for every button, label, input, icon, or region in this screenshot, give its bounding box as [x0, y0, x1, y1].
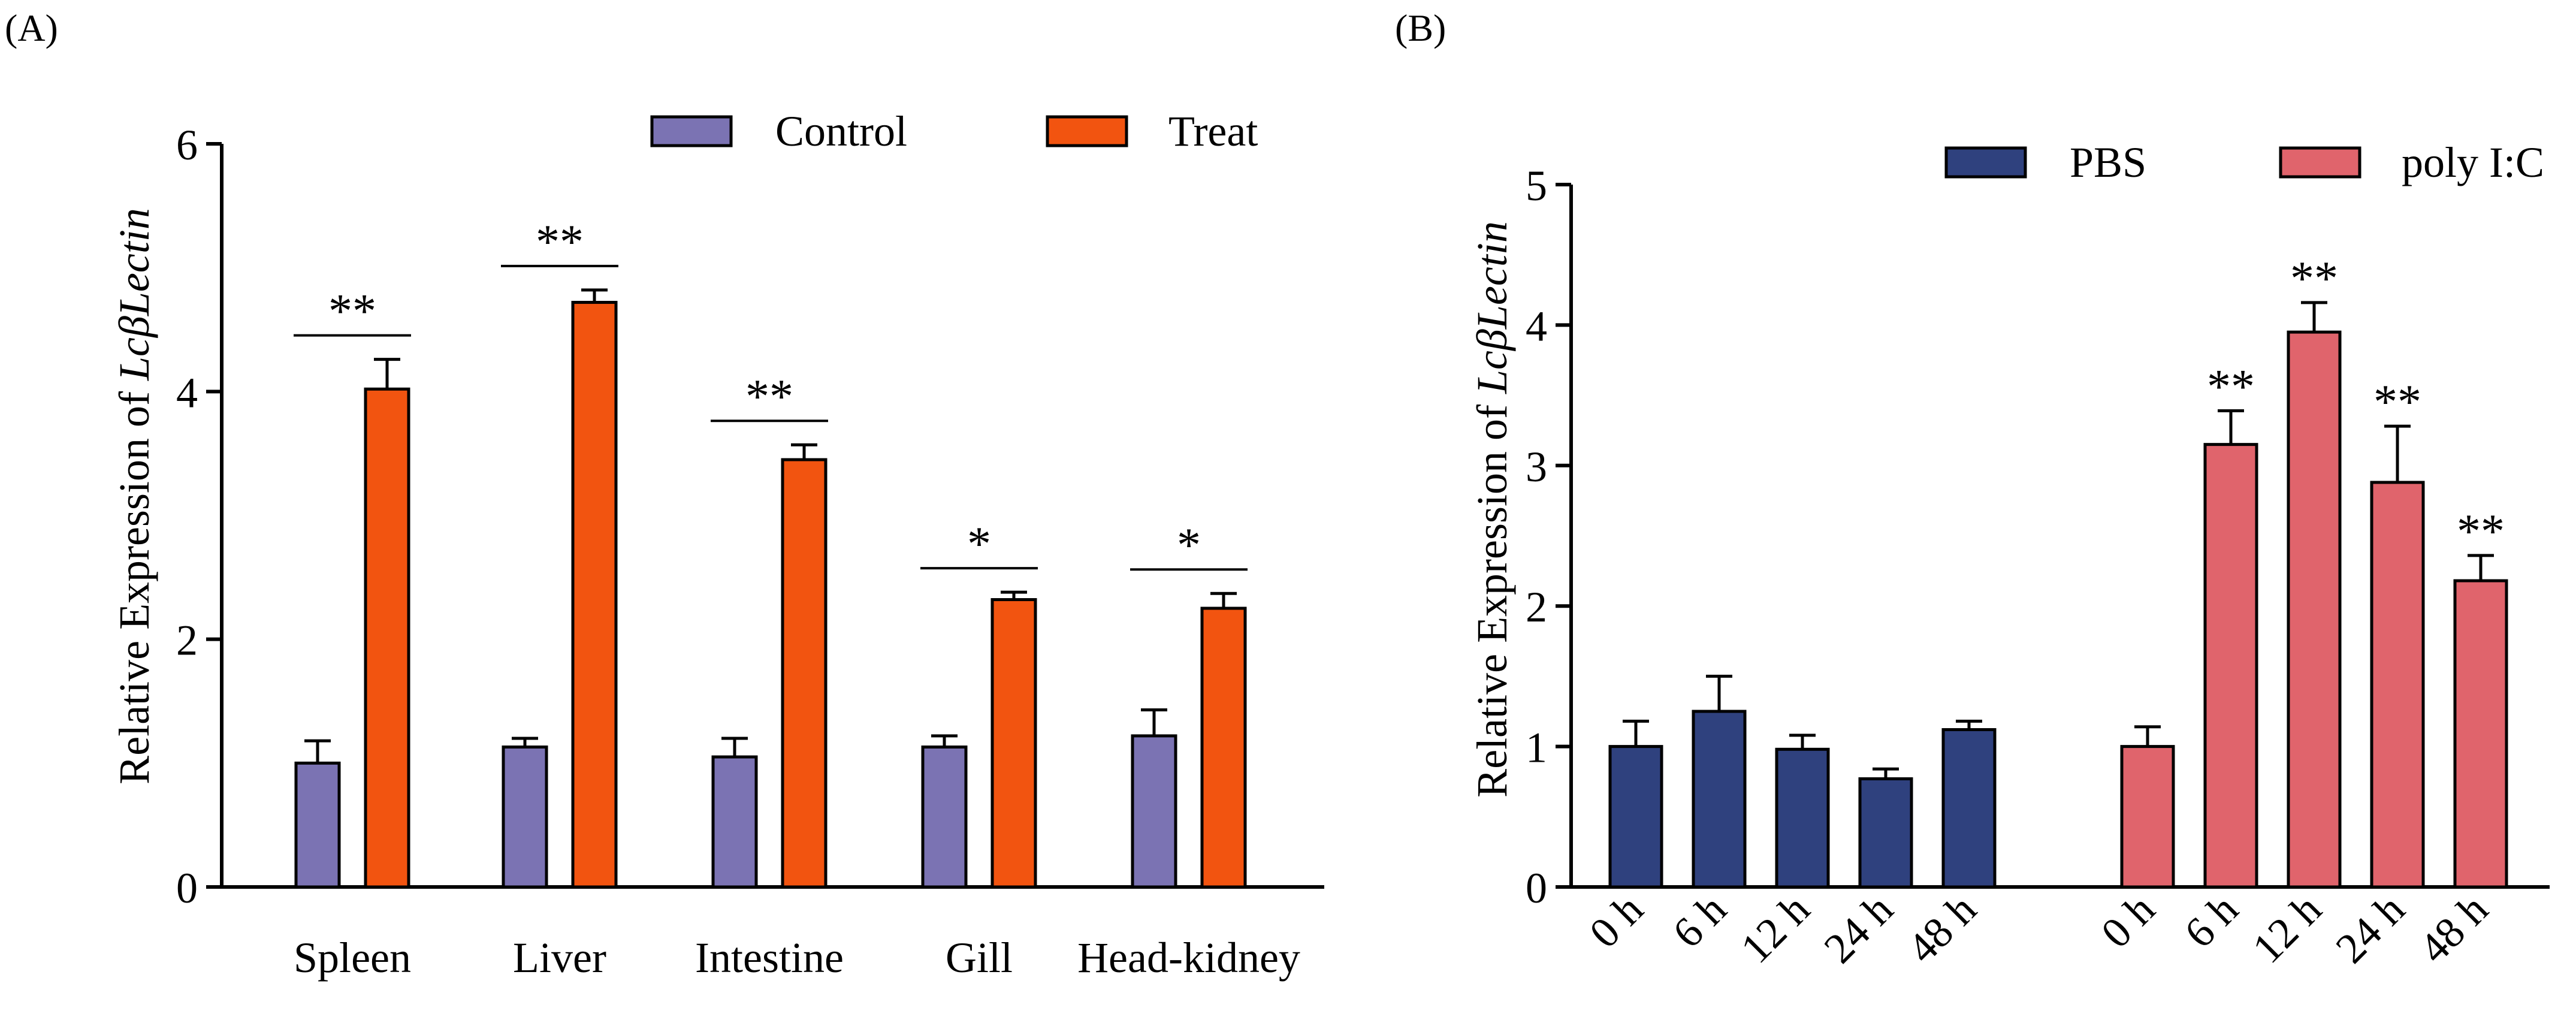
- y-tick-label: 5: [1526, 162, 1547, 210]
- legend-swatch-control: [650, 115, 733, 147]
- pbs-bar: [1858, 777, 1913, 889]
- x-category-label: 48 h: [1898, 885, 1986, 973]
- panel-b-y-axis-label-gene: LcβLectin: [1468, 221, 1516, 394]
- y-tick-label: 4: [1526, 302, 1547, 350]
- poly-ic-bar: [2370, 481, 2425, 889]
- treat-bar: [781, 458, 828, 889]
- y-tick-label: 3: [1526, 443, 1547, 491]
- x-category-label: Intestine: [695, 934, 844, 982]
- x-category-label: 12 h: [1732, 885, 1819, 973]
- y-tick-label: 0: [1526, 864, 1547, 912]
- poly-ic-bar: [2203, 443, 2258, 889]
- significance-marker: **: [2373, 376, 2421, 429]
- panel-a-y-axis-label-gene: LcβLectin: [110, 208, 158, 381]
- y-tick-label: 2: [1526, 583, 1547, 631]
- legend-label-control: Control: [775, 107, 907, 155]
- control-bar: [502, 745, 548, 889]
- significance-marker: **: [536, 216, 584, 268]
- x-category-label: 0 h: [2092, 885, 2164, 957]
- y-tick-label: 2: [176, 617, 198, 665]
- y-tick-label: 6: [176, 121, 198, 169]
- control-bar: [921, 745, 968, 889]
- panel-b: (B) Relative Expression of LcβLectin PBS…: [1395, 7, 2550, 972]
- legend-label-pbs: PBS: [2070, 138, 2146, 186]
- significance-marker: *: [1177, 519, 1201, 572]
- pbs-bar: [1775, 747, 1830, 889]
- poly-ic-bar: [2120, 745, 2175, 889]
- control-bar: [1131, 734, 1177, 889]
- significance-marker: **: [2207, 360, 2255, 413]
- panel-a-tag: (A): [5, 7, 58, 49]
- control-bar: [711, 755, 758, 889]
- pbs-bar: [1692, 710, 1747, 889]
- significance-marker: **: [745, 370, 793, 423]
- significance-marker: **: [328, 285, 376, 338]
- x-category-label: 6 h: [2175, 885, 2247, 957]
- legend-label-treat: Treat: [1168, 107, 1258, 155]
- control-bar: [294, 761, 341, 889]
- legend-swatch-poly-ic: [2279, 146, 2361, 179]
- panel-a-y-axis-label-prefix: Relative Expression of: [110, 381, 158, 784]
- y-tick-label: 1: [1526, 724, 1547, 772]
- panel-a-y-axis-label: Relative Expression of LcβLectin: [110, 208, 158, 784]
- panel-b-y-axis-label: Relative Expression of LcβLectin: [1468, 221, 1516, 798]
- y-tick-label: 0: [176, 864, 198, 912]
- panel-b-y-axis-label-prefix: Relative Expression of: [1468, 394, 1516, 798]
- legend-swatch-pbs: [1944, 146, 2027, 179]
- x-category-label: Spleen: [294, 934, 411, 982]
- panel-a: (A) Relative Expression of LcβLectin Con…: [5, 7, 1324, 982]
- x-category-label: 48 h: [2410, 885, 2498, 973]
- x-category-label: 0 h: [1580, 885, 1652, 957]
- significance-marker: **: [2290, 252, 2338, 305]
- significance-marker: **: [2457, 505, 2505, 558]
- significance-marker: *: [967, 518, 991, 571]
- panel-b-tag: (B): [1395, 7, 1446, 49]
- x-category-label: Gill: [946, 934, 1013, 982]
- panel-a-marks: Spleen ** Liver ** Intestine ** Gill * Head-kidn…: [294, 216, 1300, 982]
- treat-bar: [364, 387, 410, 889]
- y-tick-label: 4: [176, 369, 198, 417]
- x-category-label: 12 h: [2243, 885, 2331, 973]
- x-category-label: Head-kidney: [1077, 934, 1300, 982]
- pbs-bar: [1608, 745, 1663, 889]
- treat-bar: [571, 301, 618, 889]
- x-category-label: 6 h: [1663, 885, 1735, 957]
- x-category-label: 24 h: [2327, 885, 2414, 973]
- legend-label-poly-ic: poly I:C: [2402, 138, 2544, 186]
- x-category-label: Liver: [513, 934, 606, 982]
- treat-bar: [1200, 606, 1247, 889]
- x-category-label: 24 h: [1815, 885, 1902, 973]
- treat-bar: [990, 598, 1037, 889]
- poly-ic-bar: [2287, 330, 2342, 889]
- poly-ic-bar: [2453, 579, 2508, 889]
- legend-swatch-treat: [1046, 115, 1128, 147]
- pbs-bar: [1941, 728, 1997, 889]
